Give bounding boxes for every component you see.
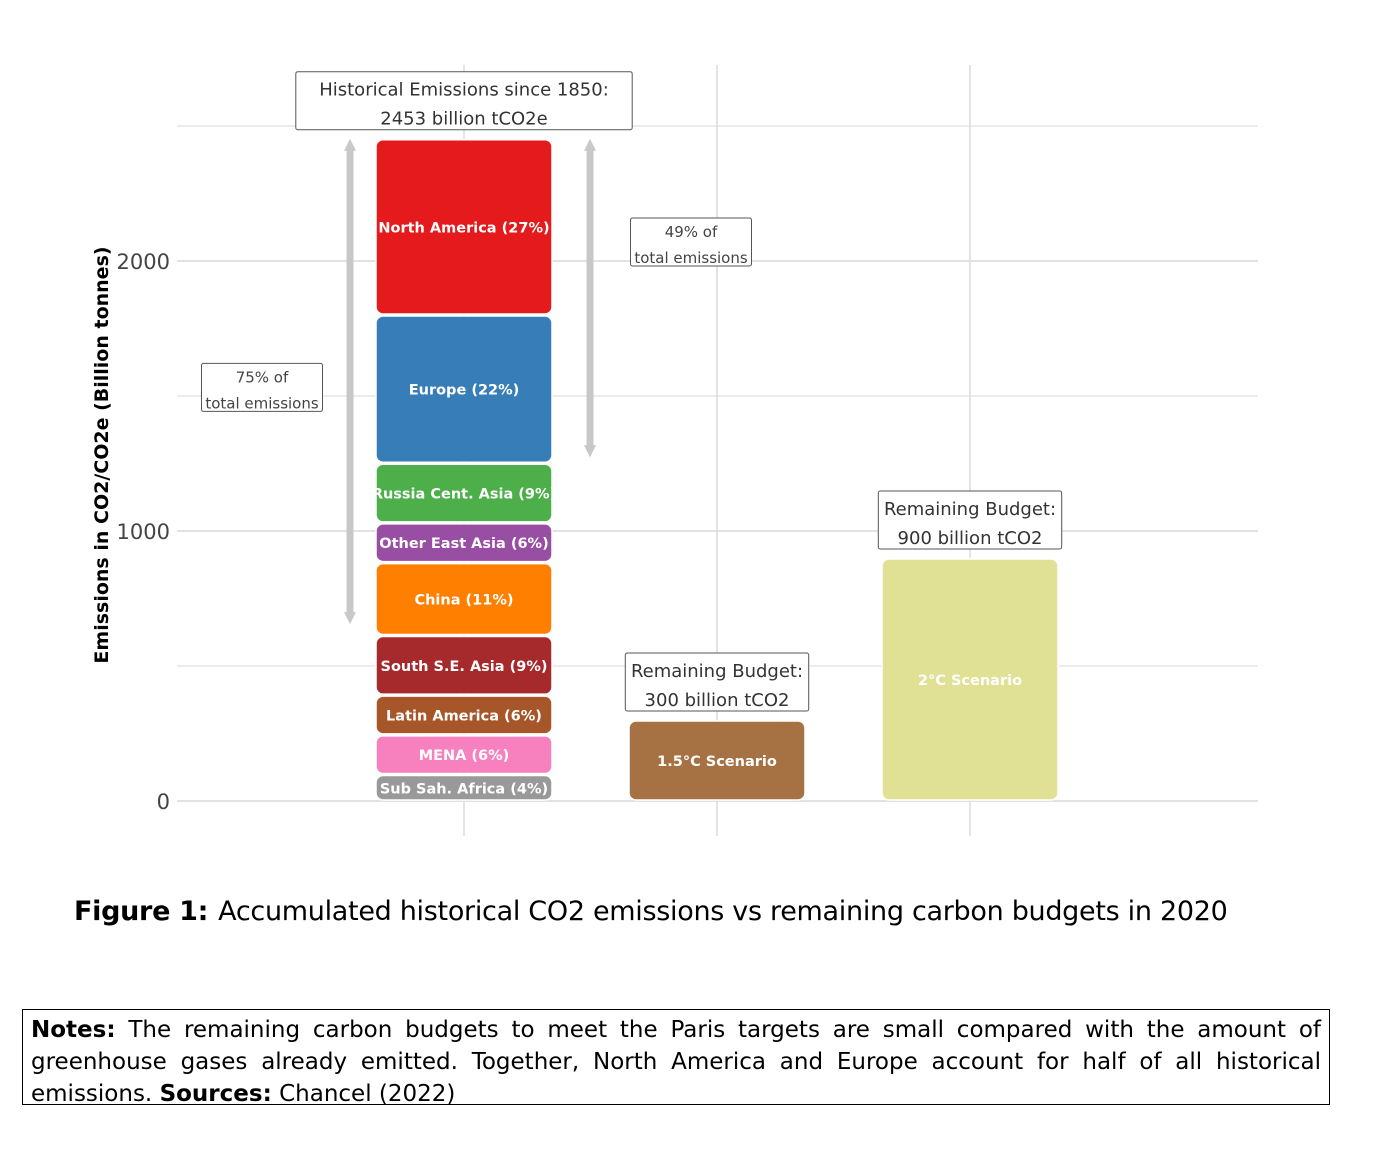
bar-segment-south-s-e-asia-9 [375,635,553,695]
bar-annotation: Remaining Budget: 900 billion tCO2 [877,490,1063,550]
arrowhead-up [344,138,356,151]
figure-caption: Figure 1: Accumulated historical CO2 emis… [74,896,1334,927]
segment-label: Sub Sah. Africa (4%) [380,781,548,797]
bracket-label: 75% of total emissions [201,362,323,412]
annotation-box [624,652,810,712]
arrowhead-up [584,138,596,151]
segment-label: MENA (6%) [419,748,510,764]
annotation-text: 900 billion tCO2 [898,528,1043,549]
y-tick-label: 1000 [117,520,170,544]
sources-label: Sources: [159,1081,272,1107]
segment-label: Europe (22%) [409,383,520,399]
annotation-text: 2453 billion tCO2e [380,109,547,130]
bar-segment-europe-22 [375,315,553,463]
notes-box: Notes: The remaining carbon budgets to m… [22,1009,1330,1107]
arrowhead-down [584,445,596,458]
bar-segment-russia-cent-asia-9 [375,463,553,523]
bar-segment-other-east-asia-6 [375,523,553,563]
sources-text: Chancel (2022) [279,1081,456,1107]
annotation-box [295,71,633,131]
notes-label: Notes: [31,1017,116,1043]
bar-segment-2-c-scenario [881,558,1059,801]
bracket-label-box [201,362,323,412]
figure-caption-text: Accumulated historical CO2 emissions vs … [218,896,1228,927]
annotation-text: Historical Emissions since 1850: [319,80,609,101]
segment-label: Latin America (6%) [386,709,542,725]
segment-label: Russia Cent. Asia (9%) [372,487,556,503]
bracket-label-text: 75% of [236,368,289,386]
bracket-label-text: 49% of [665,223,718,241]
bracket-label-box [630,217,752,267]
bracket-label-text: total emissions [205,394,319,412]
notes-text: The remaining carbon budgets to meet the… [31,1017,1321,1107]
bar-annotation: Historical Emissions since 1850: 2453 bil… [295,71,633,131]
annotation-box [877,490,1063,550]
segment-label: South S.E. Asia (9%) [381,659,548,675]
bar-segment-north-america-27 [375,138,553,315]
segment-label: North America (27%) [378,220,549,236]
bar-segment-1-5-c-scenario [628,720,806,801]
y-axis-label: Emissions in CO2/CO2e (Billion tonnes) [91,246,113,663]
bar-segment-china-11 [375,562,553,636]
segment-label: 2°C Scenario [918,673,1022,689]
y-tick-label: 0 [157,790,170,814]
bracket-label: 49% of total emissions [630,217,752,267]
annotation-text: Remaining Budget: [631,661,803,682]
bracket-label-text: total emissions [634,249,748,267]
y-tick-label: 2000 [117,250,170,274]
arrowhead-down [344,612,356,625]
segment-label: China (11%) [414,593,513,609]
segment-label: 1.5°C Scenario [657,754,777,770]
figure-label: Figure 1: [74,896,209,927]
segment-label: Other East Asia (6%) [379,536,548,552]
annotation-text: Remaining Budget: [884,499,1056,520]
bar-segment-mena-6 [375,735,553,775]
annotation-text: 300 billion tCO2 [645,690,790,711]
bar-segment-latin-america-6 [375,695,553,735]
bar-segment-sub-sah-africa-4 [375,774,553,801]
bracket-left [344,138,356,625]
bar-annotation: Remaining Budget: 300 billion tCO2 [624,652,810,712]
bracket-right [584,138,596,458]
